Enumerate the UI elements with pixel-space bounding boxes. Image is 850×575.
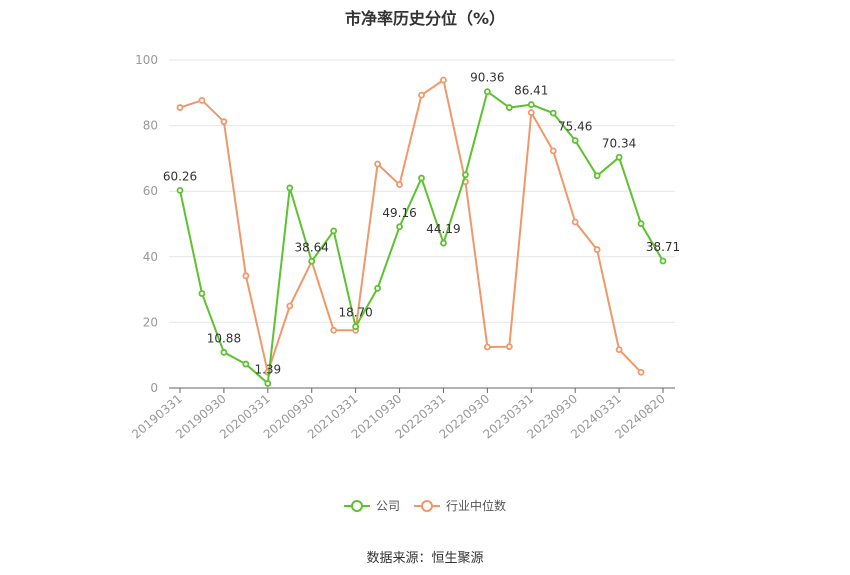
legend-item[interactable]: 公司 [343,497,400,514]
data-point [198,96,206,104]
data-point [483,88,491,96]
data-source: 数据来源：恒生聚源 [366,551,484,566]
series-line [179,79,642,374]
data-point [571,218,579,226]
chart-title: 市净率历史分位（%） [344,9,506,28]
data-point [549,147,557,155]
data-point [220,118,228,126]
data-point [198,290,206,297]
data-point [659,257,667,265]
data-point [418,174,425,182]
grid-lines [169,59,675,323]
data-point [330,326,338,334]
data-point [396,181,403,189]
data-point [549,109,557,117]
data-label: 49.16 [382,206,416,220]
data-point [396,223,403,231]
data-point [637,220,645,228]
data-label: 70.34 [602,136,636,150]
data-point [615,346,623,354]
data-point [286,302,294,310]
legend-swatch [414,499,440,513]
data-point [352,323,360,331]
data-label: 75.46 [558,119,592,133]
data-label: 90.36 [470,71,504,85]
data-point [637,368,645,376]
data-point [440,239,447,247]
legend: 公司 行业中位数 [0,497,850,514]
y-tick-label: 20 [143,315,158,329]
y-tick-label: 100 [135,53,158,67]
series-0 [176,88,667,387]
data-point [615,153,623,161]
data-label: 38.64 [295,240,329,254]
data-label: 38.71 [646,240,680,254]
series-line [179,90,664,385]
data-point [242,272,250,280]
data-point [286,184,294,192]
data-point [330,227,338,235]
series-lines [176,76,667,387]
data-point [374,284,381,292]
data-point [242,360,250,368]
data-label: 10.88 [207,331,241,345]
data-label: 60.26 [163,169,197,183]
data-point [440,76,447,84]
data-point [505,343,513,351]
data-point [505,104,513,111]
axes: 0204060801002019033120190930202003312020… [129,53,675,442]
data-point [220,348,228,356]
data-point [571,137,579,144]
data-point [418,91,425,99]
data-point [527,101,535,108]
data-point [308,257,316,265]
data-label: 44.19 [426,222,460,236]
series-1 [176,76,645,376]
legend-item[interactable]: 行业中位数 [414,497,506,514]
data-labels: 60.26 10.88 1.39 38.64 18.70 49.16 44.19 90.36 8… [163,71,680,377]
y-tick-label: 60 [143,184,158,198]
data-point [483,343,491,351]
data-point [176,104,184,111]
data-point [593,246,601,253]
y-tick-label: 40 [143,250,158,264]
data-point [374,160,381,168]
y-tick-label: 0 [150,381,158,395]
data-point [593,172,601,180]
legend-label: 行业中位数 [446,499,507,513]
y-tick-label: 80 [143,119,158,133]
data-label: 86.41 [514,84,548,98]
data-point [527,109,535,116]
legend-label: 公司 [375,499,400,513]
data-label: 1.39 [254,362,281,376]
data-label: 18.70 [338,306,372,320]
data-point [176,186,184,194]
data-point [264,380,272,387]
legend-swatch [343,499,370,513]
data-point [462,171,469,179]
